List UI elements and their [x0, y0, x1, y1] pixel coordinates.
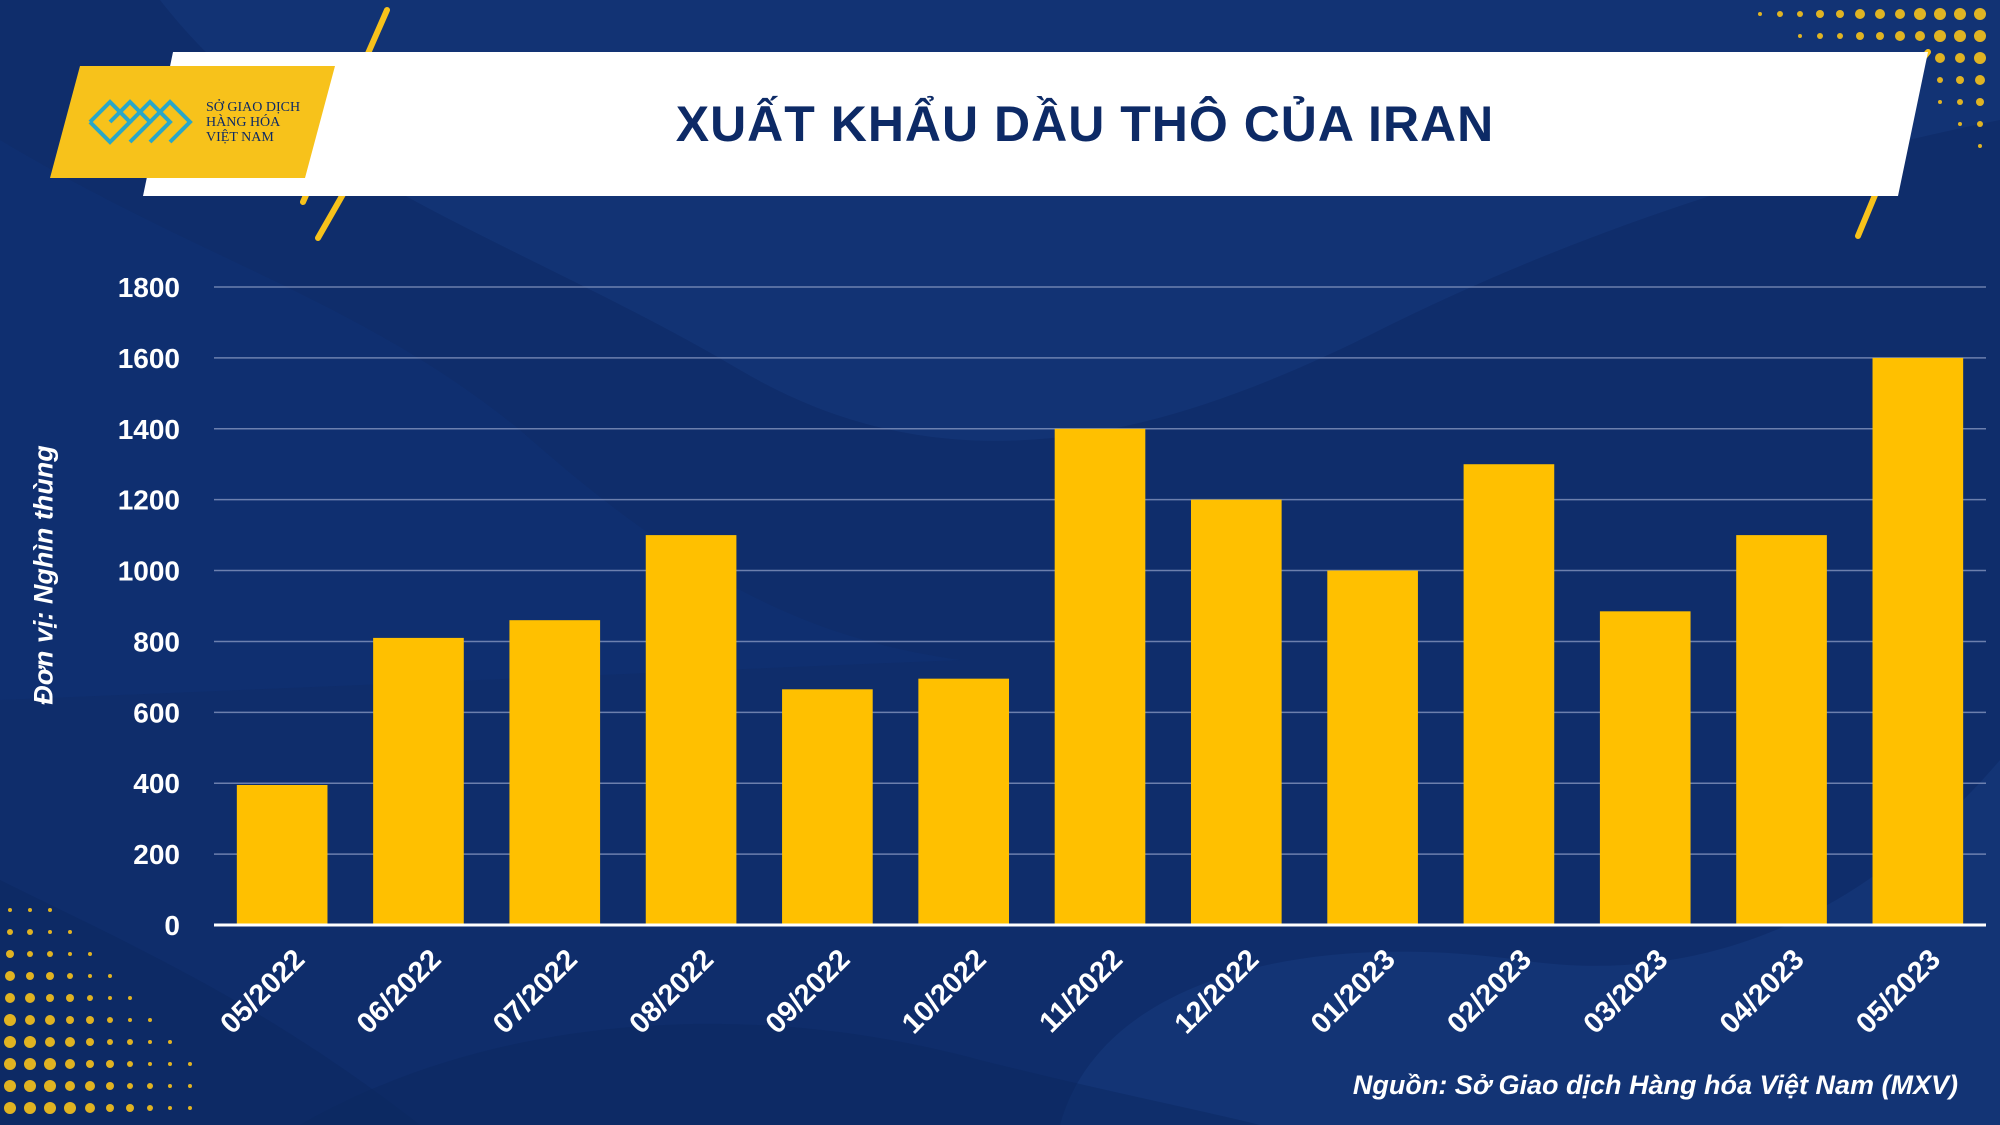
y-tick-label: 800: [133, 626, 180, 657]
dot-pattern-top-right: [1758, 8, 1986, 148]
bar: [1599, 611, 1691, 925]
bar: [1872, 357, 1964, 925]
logo-line-3: VIỆT NAM: [206, 130, 274, 145]
y-tick-label: 600: [133, 697, 180, 728]
chart-title: XUẤT KHẨU DẦU THÔ CỦA IRAN: [675, 96, 1495, 152]
bar: [1327, 570, 1418, 925]
y-tick-label: 0: [164, 910, 180, 941]
y-tick-label: 1400: [118, 414, 180, 445]
bar: [1463, 464, 1555, 925]
bars: [236, 357, 1964, 925]
bar: [782, 689, 873, 925]
y-tick-label: 1600: [118, 343, 180, 374]
y-tick-label: 1000: [118, 556, 180, 587]
y-tick-label: 400: [133, 768, 180, 799]
x-tick-label: 11/2022: [1033, 943, 1129, 1039]
x-tick-label: 12/2022: [1169, 943, 1266, 1040]
y-axis-label: Đơn vị: Nghìn thùng: [28, 445, 59, 705]
bar: [645, 535, 737, 925]
x-tick-label: 06/2022: [351, 943, 448, 1040]
bar: [1054, 428, 1146, 925]
x-tick-label: 01/2023: [1305, 943, 1402, 1040]
x-tick-label: 09/2022: [760, 943, 857, 1040]
bar: [918, 678, 1010, 925]
bar: [1736, 535, 1827, 925]
bar: [373, 637, 464, 925]
y-axis-ticks: 0 200 400 600 800 1000 1200 1400 1600 1800: [118, 272, 180, 941]
bar: [236, 784, 328, 925]
logo-line-1: SỞ GIAO DỊCH: [206, 100, 301, 115]
x-tick-label: 07/2022: [487, 943, 584, 1040]
x-tick-label: 05/2022: [214, 943, 311, 1040]
bar: [1190, 499, 1282, 925]
y-tick-label: 1200: [118, 485, 180, 516]
logo-mark-icon: [88, 99, 193, 145]
title-banner: [143, 52, 1928, 196]
logo-text: SỞ GIAO DỊCH HÀNG HÓA VIỆT NAM: [206, 100, 326, 145]
x-tick-label: 03/2023: [1578, 943, 1675, 1040]
x-tick-label: 08/2022: [623, 943, 720, 1040]
x-tick-label: 04/2023: [1714, 943, 1811, 1040]
x-tick-label: 05/2023: [1850, 943, 1947, 1040]
source-note: Nguồn: Sở Giao dịch Hàng hóa Việt Nam (M…: [1352, 1070, 1958, 1100]
dot-pattern-bottom-left: [4, 908, 192, 1114]
y-tick-label: 200: [133, 839, 180, 870]
logo-line-2: HÀNG HÓA: [206, 115, 281, 130]
x-tick-label: 10/2022: [896, 943, 993, 1040]
x-tick-label: 02/2023: [1441, 943, 1538, 1040]
x-axis-ticks: 05/2022 06/2022 07/2022 08/2022 09/2022 10/20…: [214, 943, 1946, 1040]
bar: [509, 620, 601, 925]
y-tick-label: 1800: [118, 272, 180, 303]
